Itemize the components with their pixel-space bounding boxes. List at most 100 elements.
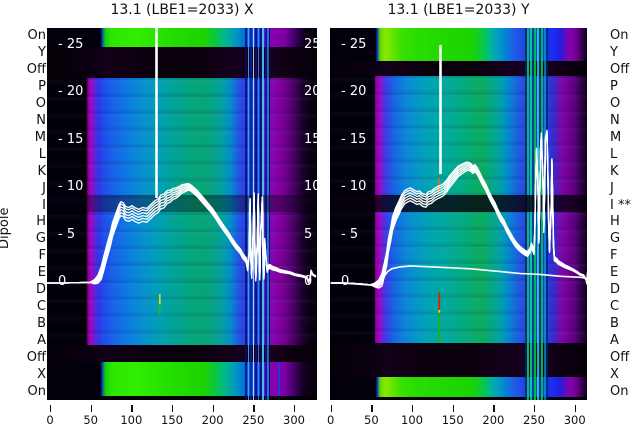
row-label-right-17: B: [610, 315, 619, 331]
left-x-tickmark-0: [50, 405, 52, 412]
left-vertical-stripe-8: [265, 28, 267, 400]
left-x-tickmark-200: [212, 405, 215, 412]
right-x-tickmark-200: [493, 405, 495, 412]
row-label-left-9: J: [42, 180, 46, 196]
right-flat-trace: [330, 265, 587, 286]
right-x-ticklabel-150: 150: [441, 413, 464, 427]
row-label-right-6: M: [610, 129, 622, 145]
right-inner-ytick-20: - 20: [341, 84, 367, 99]
right-x-tickmark-100: [412, 405, 414, 412]
left-x-ticklabel-50: 50: [83, 413, 98, 427]
right-x-ticklabel-300: 300: [563, 413, 586, 427]
left-vertical-stripe-0: [245, 28, 247, 400]
left-heatmap-band-1: [47, 47, 317, 78]
left-inner-ytick-15: - 15: [58, 131, 84, 147]
row-label-left-15: D: [35, 282, 46, 298]
left-x-tickmark-100: [131, 405, 133, 412]
row-label-right-0: On: [610, 28, 629, 44]
right-vertical-stripe-3: [530, 28, 532, 400]
left-x-tickmark-300: [293, 405, 296, 412]
row-label-left-13: F: [38, 248, 46, 264]
left-panel-plot: - 25 - 20 - 15 - 10 - 5 0 25 20 15 10 5 0: [47, 28, 317, 400]
row-label-right-10: I **: [610, 197, 631, 213]
left-vertical-stripe-11: [278, 362, 280, 396]
left-panel-title: 13.1 (LBE1=2033) X: [110, 2, 254, 18]
right-main-trace-5: [330, 129, 587, 286]
left-heatmap-band-0: [47, 28, 317, 47]
left-main-trace-3: [47, 189, 317, 285]
right-inner-ytick-15: - 15: [341, 131, 367, 147]
row-label-right-1: Y: [610, 45, 618, 61]
row-label-left-3: P: [38, 79, 46, 95]
row-label-left-5: N: [36, 113, 46, 128]
right-inner-ytick-25: - 25: [341, 36, 367, 52]
right-x-ticklabel-100: 100: [401, 413, 423, 427]
right-vertical-stripe-10: [546, 28, 548, 400]
left-vertical-stripe-1: [247, 28, 249, 400]
row-label-left-16: C: [36, 299, 46, 314]
row-label-left-20: X: [37, 366, 46, 382]
left-heatmap-band-4: [47, 362, 317, 396]
left-inner-ytick-5: - 5: [58, 226, 76, 242]
row-label-right-15: D: [610, 282, 621, 298]
right-heatmap-band-4: [330, 377, 587, 397]
row-label-right-14: E: [610, 265, 619, 281]
row-label-left-6: M: [34, 129, 46, 145]
row-label-left-1: Y: [38, 45, 46, 61]
left-vertical-stripe-10: [269, 28, 270, 400]
row-label-left-2: Off: [26, 62, 46, 78]
row-label-right-9: J: [610, 180, 614, 196]
row-label-left-7: L: [38, 146, 46, 162]
row-label-left-4: O: [35, 96, 46, 112]
left-vertical-stripe-9: [267, 28, 269, 400]
row-label-right-4: O: [610, 96, 621, 112]
left-x-ticklabel-300: 300: [283, 413, 305, 427]
row-label-left-18: A: [37, 332, 46, 348]
row-label-right-3: P: [610, 79, 618, 95]
right-vertical-stripe-1: [525, 28, 527, 400]
left-inner-ytick-10: - 10: [58, 179, 84, 194]
left-heatmap-band-5: [47, 396, 317, 400]
left-vertical-stripe-4: [255, 28, 257, 400]
right-vertical-stripe-2: [527, 28, 529, 400]
row-label-right-13: F: [610, 248, 618, 264]
right-x-ticklabel-0: 0: [327, 413, 335, 427]
left-x-ticklabel-200: 200: [201, 413, 224, 427]
left-heatmap-band-3: [47, 345, 317, 362]
right-x-tickmark-150: [452, 405, 455, 412]
row-label-right-8: K: [610, 163, 619, 179]
right-x-tickmark-250: [534, 405, 536, 412]
left-inner-ytick-25: - 25: [58, 36, 84, 52]
left-main-trace-5: [47, 182, 317, 284]
left-heatmap-band-2: [47, 78, 317, 345]
right-vertical-stripe-8: [541, 28, 543, 400]
left-x-tickmark-250: [253, 405, 255, 412]
row-label-right-5: N: [610, 113, 620, 128]
left-main-trace-1: [47, 186, 317, 284]
row-label-right-18: A: [610, 332, 619, 348]
left-inner-ytick-right-25: 25: [304, 36, 317, 52]
left-x-ticklabel-150: 150: [161, 413, 183, 427]
left-x-ticklabel-250: 250: [242, 413, 265, 427]
left-row-texture: [47, 78, 317, 345]
left-vertical-stripe-6: [260, 28, 262, 400]
left-x-tickmark-50: [90, 405, 93, 412]
right-x-tickmark-300: [574, 405, 577, 412]
right-panel-plot: - 25 - 20 - 15 - 10 - 5 0: [330, 28, 587, 400]
row-label-left-0: On: [27, 28, 46, 44]
left-inner-ytick-right-20: 20: [304, 84, 317, 99]
right-inner-ytick-0: 0: [341, 274, 350, 289]
right-x-tickmark-50: [371, 405, 373, 412]
left-inner-ytick-right-0: 0: [304, 274, 313, 289]
row-label-left-17: B: [37, 315, 46, 331]
right-inner-ytick-5: - 5: [341, 226, 359, 242]
row-label-right-11: H: [610, 214, 620, 230]
row-label-left-14: E: [37, 265, 46, 281]
row-label-left-21: On: [27, 383, 46, 399]
row-label-left-10: I: [42, 197, 46, 213]
right-x-ticklabel-200: 200: [482, 413, 505, 427]
right-x-ticklabel-250: 250: [523, 413, 545, 427]
left-x-ticklabel-100: 100: [120, 413, 143, 427]
left-x-ticklabel-0: 0: [46, 413, 54, 427]
